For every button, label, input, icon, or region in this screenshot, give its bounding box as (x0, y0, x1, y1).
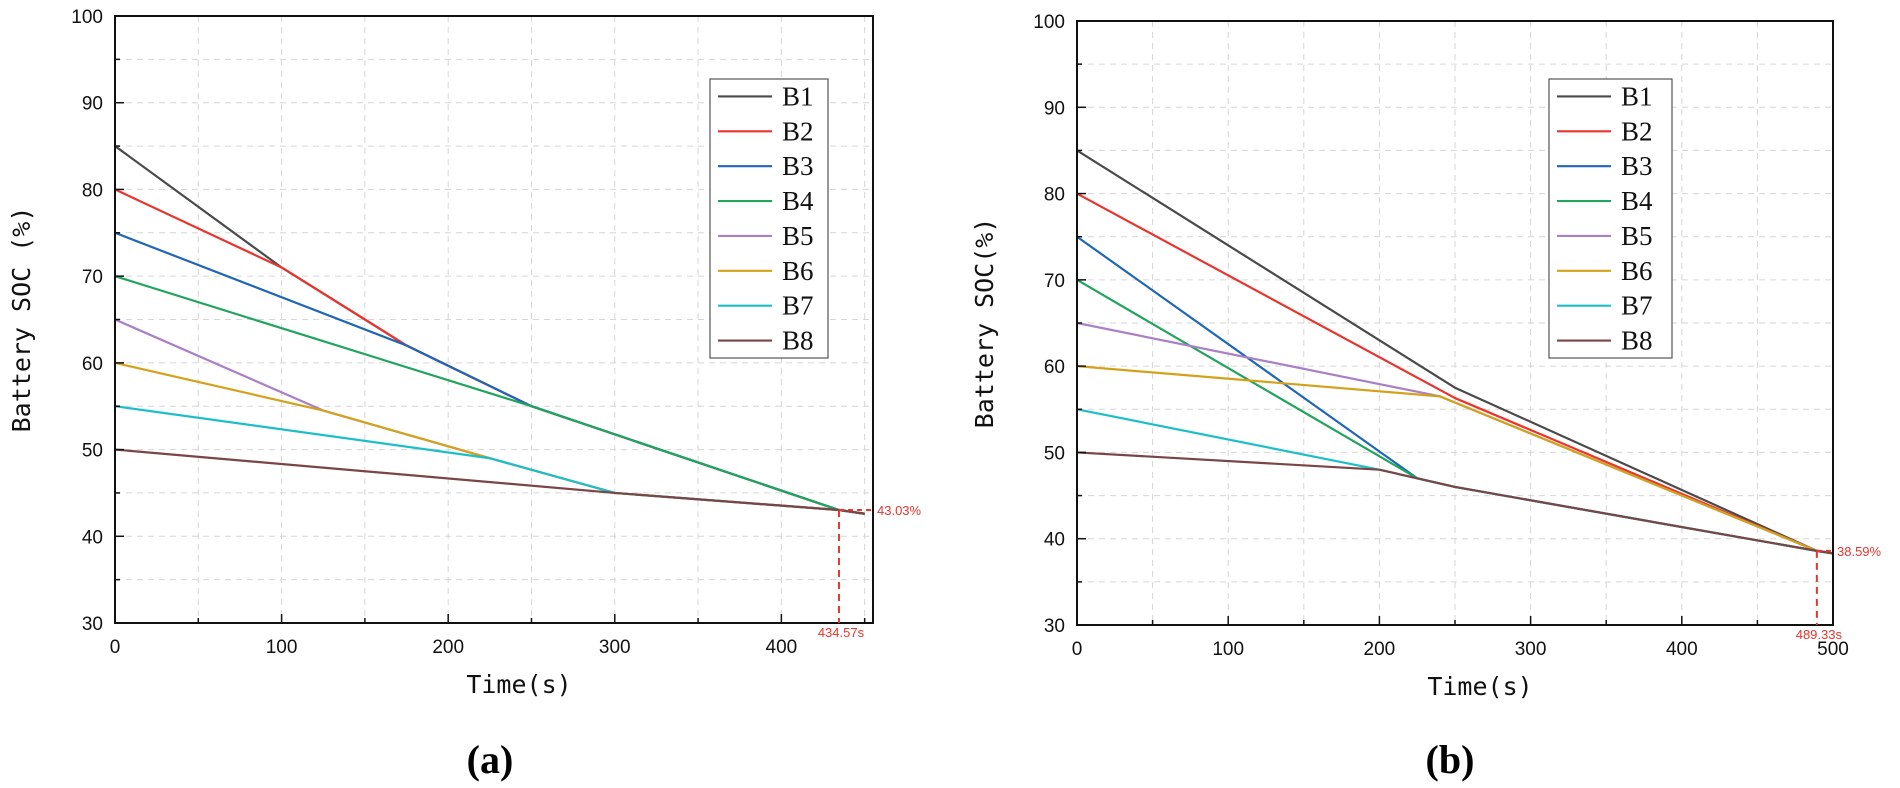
chart-panel-a: 0 100 200 300 400 30 40 50 60 70 80 90 100 Time(s) Bat… (7, 7, 922, 782)
y-tick-label: 70 (82, 267, 103, 288)
x-tick-label: 100 (266, 637, 298, 658)
x-axis-label: Time(s) (1427, 672, 1532, 701)
x-tick-label: 300 (599, 637, 631, 658)
x-tick-label: 300 (1515, 639, 1547, 660)
legend: B1 B2 B3 B4 B5 B6 B7 B8 (1548, 78, 1673, 359)
legend-label-B7: B7 (782, 291, 814, 321)
y-axis-label: Battery SOC (%) (7, 207, 36, 433)
panel-caption: (b) (1426, 737, 1475, 782)
x-tick-label: 400 (766, 637, 798, 658)
y-tick-label: 60 (1044, 357, 1065, 378)
legend-label-B5: B5 (1621, 221, 1653, 251)
legend-label-B4: B4 (1621, 186, 1653, 216)
y-tick-label: 30 (82, 614, 103, 635)
y-tick-label: 70 (1044, 271, 1065, 292)
x-tick-label: 100 (1212, 639, 1244, 660)
legend-label-B3: B3 (1621, 151, 1653, 181)
y-tick-label: 90 (82, 94, 103, 115)
legend-label-B6: B6 (782, 256, 814, 286)
y-tick-label: 50 (82, 441, 103, 462)
x-tick-label: 400 (1666, 639, 1698, 660)
legend-box (709, 78, 829, 359)
legend-label-B2: B2 (1621, 116, 1653, 146)
x-tick-label: 500 (1817, 639, 1849, 660)
x-tick-label: 0 (1072, 639, 1083, 660)
y-tick-label: 80 (1044, 185, 1065, 206)
x-tick-label: 200 (1364, 639, 1396, 660)
legend-label-B7: B7 (1621, 291, 1653, 321)
x-tick-label: 0 (110, 637, 121, 658)
chart-panel-b: 0 100 200 300 400 500 30 40 50 60 70 80 90 100 Time(s)… (970, 12, 1882, 782)
legend: B1 B2 B3 B4 B5 B6 B7 B8 (709, 78, 829, 359)
y-tick-label: 30 (1044, 616, 1065, 637)
legend-box (1548, 78, 1673, 359)
y-tick-label: 80 (82, 180, 103, 201)
x-tick-label: 200 (432, 637, 464, 658)
panel-caption: (a) (467, 737, 514, 782)
x-axis-label: Time(s) (466, 670, 571, 699)
annotation-x-label: 489.33s (1796, 627, 1843, 642)
legend-label-B2: B2 (782, 116, 814, 146)
y-tick-label: 90 (1044, 98, 1065, 119)
y-axis-label: Battery SOC(%) (970, 218, 999, 429)
legend-label-B3: B3 (782, 151, 814, 181)
annotation-y-label: 38.59% (1837, 544, 1882, 559)
y-tick-label: 100 (71, 7, 103, 28)
y-tick-label: 100 (1033, 12, 1065, 33)
y-tick-label: 60 (82, 354, 103, 375)
legend-label-B6: B6 (1621, 256, 1653, 286)
series-line-B8 (114, 448, 865, 515)
y-tick-label: 40 (1044, 530, 1065, 551)
legend-label-B1: B1 (782, 81, 814, 111)
legend-label-B8: B8 (1621, 326, 1653, 356)
y-tick-label: 40 (82, 527, 103, 548)
annotation-y-label: 43.03% (877, 503, 922, 518)
annotation-x-label: 434.57s (818, 625, 865, 640)
legend-label-B5: B5 (782, 221, 814, 251)
legend-label-B8: B8 (782, 326, 814, 356)
y-tick-label: 50 (1044, 443, 1065, 464)
legend-label-B4: B4 (782, 186, 814, 216)
legend-label-B1: B1 (1621, 81, 1653, 111)
